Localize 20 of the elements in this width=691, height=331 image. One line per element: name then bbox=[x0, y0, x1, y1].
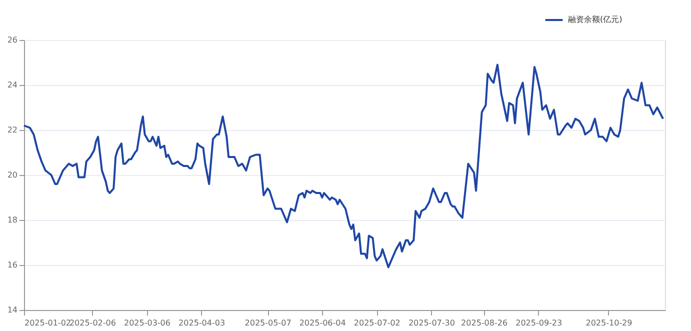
x-tick-label: 2025-03-06 bbox=[124, 318, 170, 328]
y-tick-label: 22 bbox=[7, 126, 18, 134]
legend-label: 融资余额(亿元) bbox=[568, 15, 622, 24]
x-tick-label: 2025-01-02 bbox=[24, 318, 71, 328]
x-tick-label: 2025-04-03 bbox=[178, 318, 226, 328]
y-tick-label: 18 bbox=[7, 216, 18, 224]
x-tick-label: 2025-05-07 bbox=[244, 318, 292, 328]
x-tick-label: 2025-10-29 bbox=[586, 318, 632, 328]
y-tick-label: 20 bbox=[7, 170, 18, 180]
x-tick-label: 2025-07-30 bbox=[408, 318, 455, 328]
x-tick-label: 2025-02-06 bbox=[69, 318, 116, 328]
y-tick-label: 24 bbox=[7, 80, 18, 90]
y-tick-label: 26 bbox=[7, 36, 18, 44]
line-series bbox=[23, 64, 664, 268]
y-tick-label: 16 bbox=[7, 260, 18, 270]
x-tick-label: 2025-07-02 bbox=[354, 318, 400, 328]
x-tick-label: 2025-08-26 bbox=[461, 318, 508, 328]
x-tick-label: 2025-06-04 bbox=[299, 318, 346, 328]
x-tick-label: 2025-09-23 bbox=[516, 318, 562, 328]
y-tick-label: 14 bbox=[7, 306, 18, 314]
